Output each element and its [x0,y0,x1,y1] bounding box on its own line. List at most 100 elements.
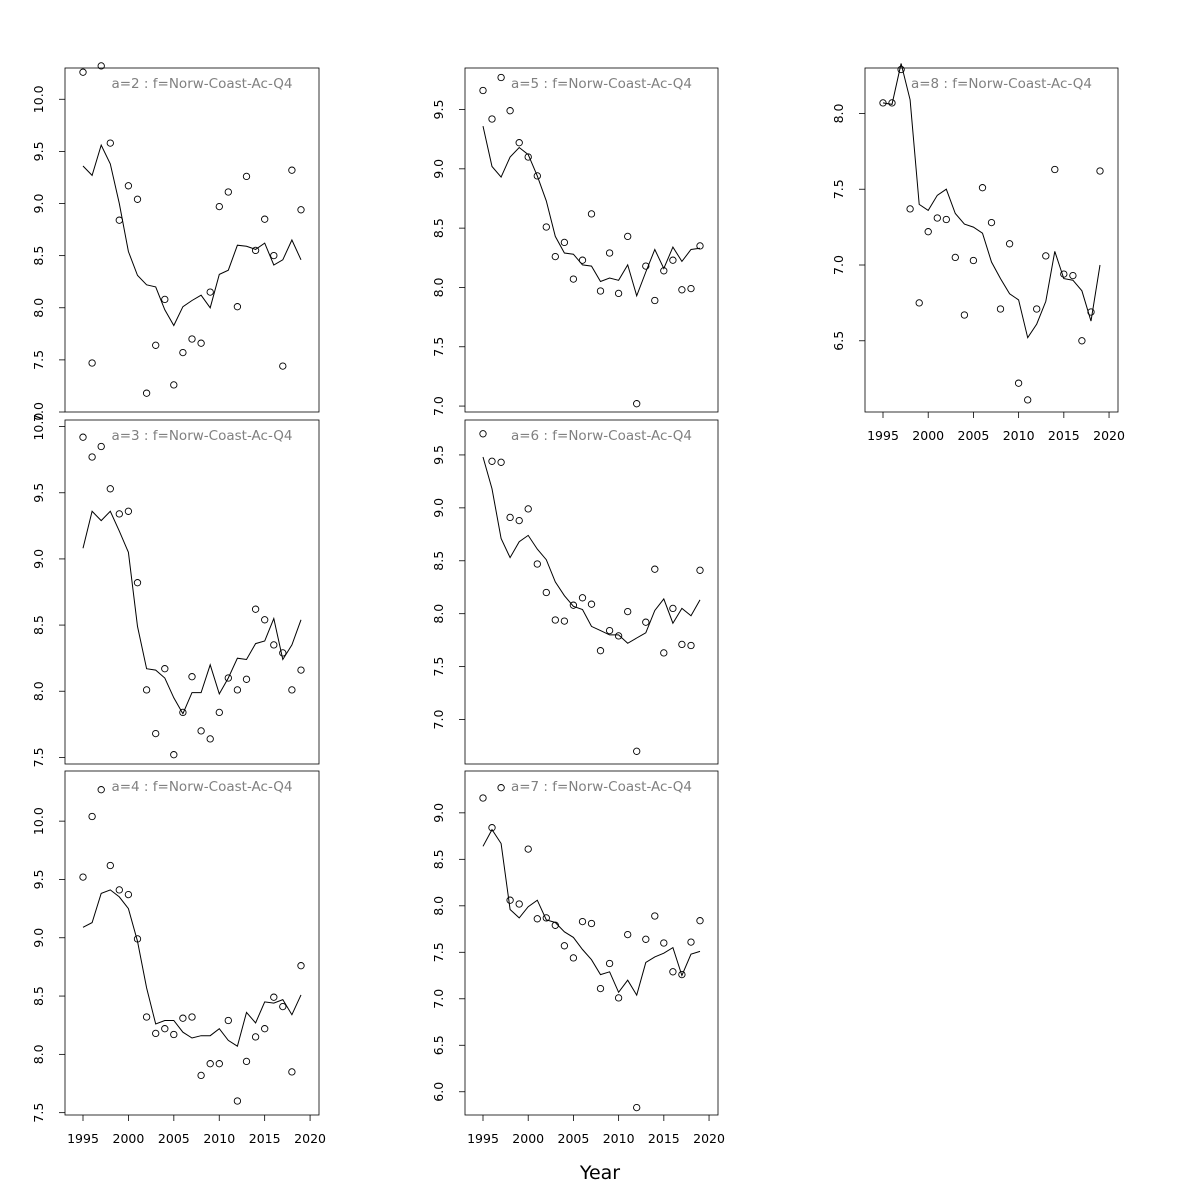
y-tick-label: 8.0 [431,896,446,916]
y-tick-label: 7.5 [831,179,846,199]
y-tick-label: 9.0 [431,159,446,179]
observation-point [669,604,677,613]
panel-title: a=4 : f=Norw-Coast-Ac-Q4 [111,779,292,795]
observation-point [479,794,487,802]
x-tick-label: 2000 [113,1131,145,1146]
fitted-line [482,125,701,298]
observation-point [115,510,123,518]
observation-point [542,914,550,922]
observation-point [687,284,695,293]
observation-point [906,205,914,213]
observation-point [251,1033,260,1041]
observation-point [605,626,614,635]
observation-point [651,912,659,920]
x-tick-label: 2015 [648,1131,680,1146]
observation-point [596,647,605,655]
observation-point [551,252,559,261]
x-tick-label: 2005 [158,1131,190,1146]
observation-point [587,210,596,218]
observation-point [497,784,505,792]
observation-point [88,359,96,367]
panel-frame [64,67,320,413]
observation-point [288,1068,296,1076]
observation-point [142,686,151,694]
y-tick-label: 6.5 [831,331,846,351]
observation-point [161,665,169,673]
observation-point [924,228,932,236]
observation-point [288,686,296,694]
observation-point [633,400,641,408]
observation-point [97,786,105,794]
observation-point [215,1060,223,1068]
x-axis-label: Year [579,1162,620,1184]
x-tick-label: 2005 [958,428,990,443]
panel-7: a=8 : f=Norw-Coast-Ac-Q4 6.5 7.0 7.5 8.0 1995… [831,63,1125,443]
observation-point [224,674,232,682]
y-tick-label: 9.0 [431,803,446,823]
observation-point [488,115,496,123]
panel-title: a=2 : f=Norw-Coast-Ac-Q4 [111,76,292,92]
observation-point [696,242,704,250]
observation-point [678,970,686,979]
observation-point [206,735,214,743]
panel-frame [864,67,1119,413]
observation-point [224,1016,232,1025]
x-tick-label: 2010 [203,1131,235,1146]
observation-point [215,708,223,717]
observation-point [524,505,532,513]
observation-point [270,641,278,649]
y-tick-label: 7.5 [31,350,46,370]
observation-point [297,206,305,214]
observation-point [242,675,251,683]
observation-point [533,915,541,923]
observation-point [687,938,695,946]
observation-point [170,1030,178,1039]
observation-point [524,845,532,853]
panel-6: a=7 : f=Norw-Coast-Ac-Q4 6.0 6.5 7.0 7.5 8.0 8… [431,770,725,1146]
panel-frame [464,770,719,1116]
panel-1: a=2 : f=Norw-Coast-Ac-Q4 7.0 7.5 8.0 8.5 9.0 9… [31,62,320,422]
x-tick-label: 2020 [294,1131,326,1146]
observation-point [996,305,1005,313]
y-tick-label: 7.0 [431,396,446,416]
observation-point [960,311,969,319]
observation-point [624,607,632,616]
x-tick-label: 2010 [1003,428,1035,443]
observation-point [578,917,587,926]
y-tick-label: 9.5 [431,445,446,465]
observation-point [1051,165,1059,174]
y-tick-label: 9.5 [31,141,46,161]
observation-point [560,942,569,950]
observation-point [515,139,523,147]
fitted-line [482,828,701,997]
observation-point [488,824,496,832]
observation-point [233,1097,242,1105]
observation-point [651,296,659,305]
y-tick-label: 8.5 [31,615,46,635]
observation-point [879,99,887,107]
observation-point [506,513,514,522]
fitted-line [82,143,302,327]
observation-point [533,560,541,568]
observation-point [251,246,260,255]
x-tick-label: 2010 [603,1131,635,1146]
y-tick-label: 8.5 [31,986,46,1006]
panel-frame [464,419,719,765]
observation-point [88,812,96,821]
observation-point [279,1002,287,1011]
observation-point [551,616,559,624]
observation-point [515,516,523,525]
x-tick-label: 2020 [693,1131,725,1146]
panel-title: a=6 : f=Norw-Coast-Ac-Q4 [511,428,692,444]
observation-point [614,994,623,1002]
observation-point [633,1103,641,1112]
observation-point [660,939,668,947]
observation-point [533,172,541,180]
observation-point [569,954,578,962]
observation-point [687,641,695,650]
y-tick-label: 9.0 [31,549,46,569]
observation-point [624,930,632,939]
observation-point [152,729,160,738]
observation-point [578,256,587,264]
y-tick-label: 7.0 [31,402,46,422]
